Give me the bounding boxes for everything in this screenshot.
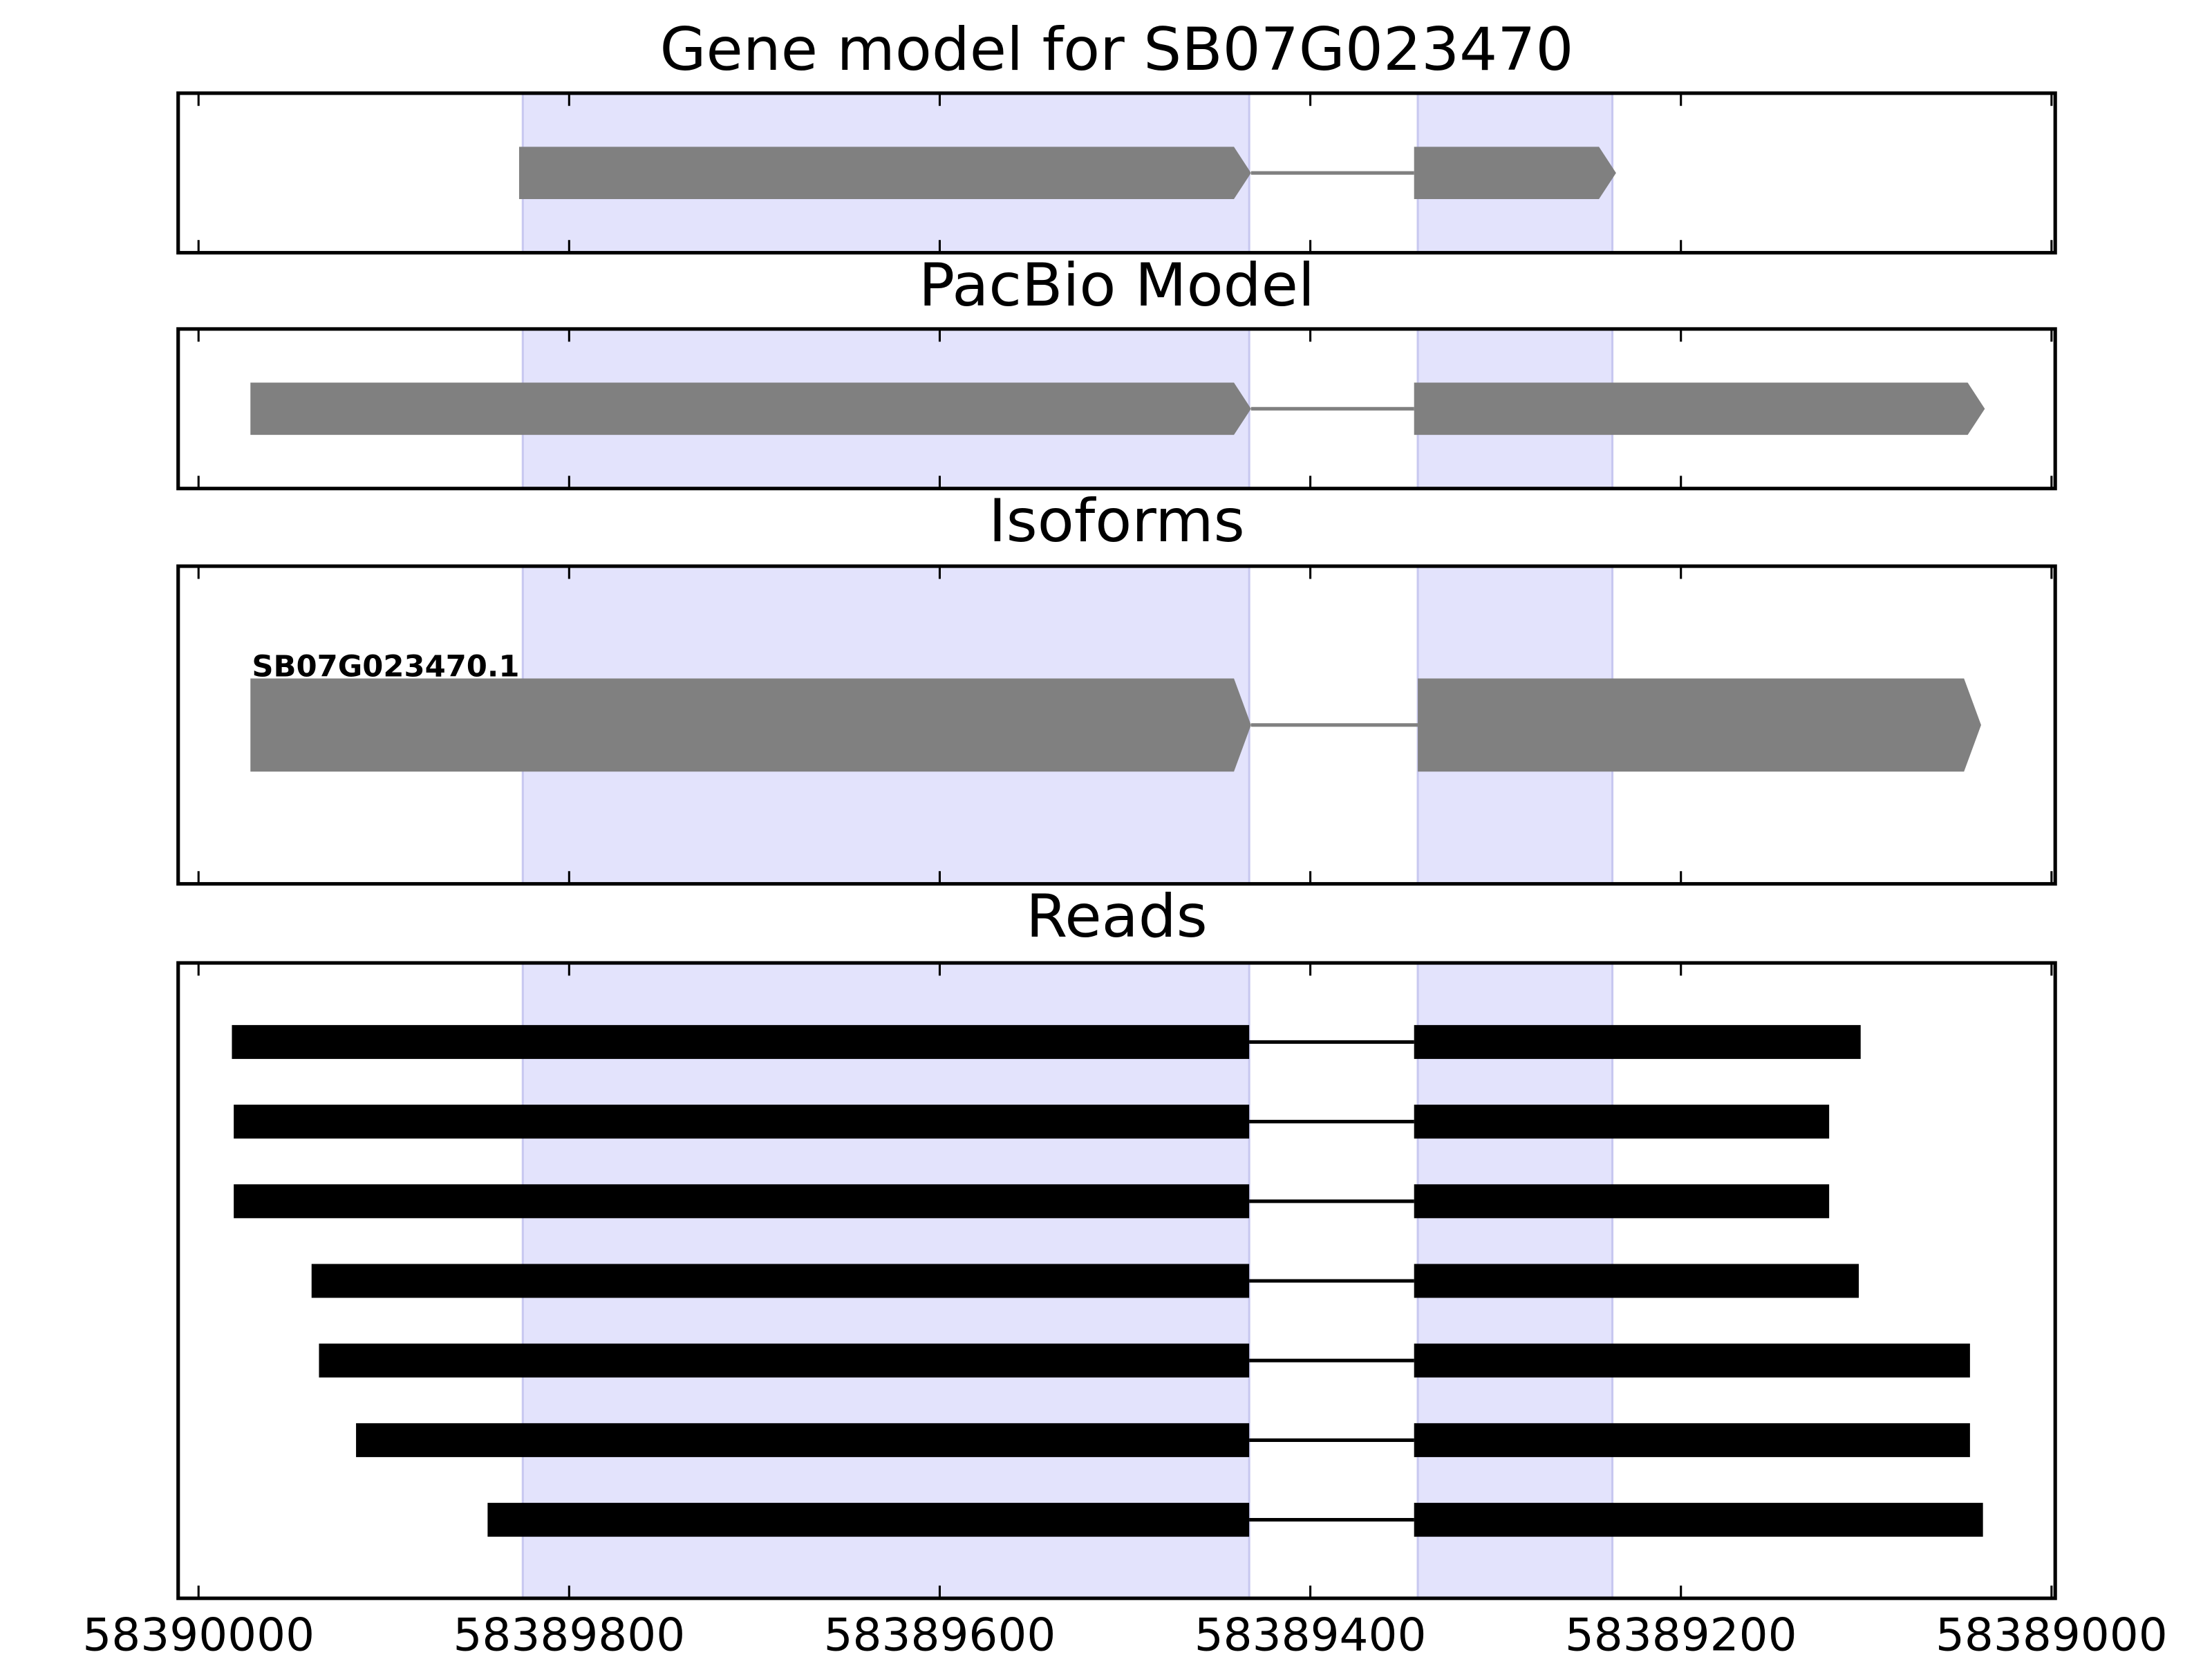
panel-frame <box>176 91 2057 255</box>
read-block <box>1414 1024 1861 1059</box>
x-tick-label: 58389600 <box>824 1609 1056 1659</box>
exon <box>1418 678 1981 772</box>
read-block <box>487 1503 1250 1537</box>
read-block <box>1414 1503 1983 1537</box>
read-block <box>319 1343 1250 1378</box>
panel-frame <box>176 564 2057 886</box>
read-block <box>232 1024 1250 1059</box>
exon <box>1414 147 1616 199</box>
x-tick-label: 58389000 <box>1936 1609 2168 1659</box>
panel-title: Isoforms <box>988 487 1245 556</box>
read-block <box>311 1264 1250 1298</box>
x-tick-label: 58389400 <box>1194 1609 1427 1659</box>
read-block <box>1414 1423 1970 1457</box>
read-block <box>1414 1105 1830 1139</box>
panel-frame <box>176 327 2057 491</box>
exon <box>1414 382 1985 435</box>
panel-frame <box>176 961 2057 1600</box>
exon <box>518 147 1251 199</box>
panel-title: PacBio Model <box>919 251 1315 320</box>
panel-title: Reads <box>1026 882 1208 951</box>
read-block <box>234 1105 1250 1139</box>
read-block <box>234 1184 1250 1219</box>
read-block <box>356 1423 1250 1457</box>
isoform-label: SB07G023470.1 <box>252 650 519 684</box>
read-block <box>1414 1184 1830 1219</box>
read-block <box>1414 1264 1859 1298</box>
x-tick-label: 58389800 <box>453 1609 685 1659</box>
read-block <box>1414 1343 1970 1378</box>
x-tick-label: 58390000 <box>82 1609 315 1659</box>
exon <box>250 382 1251 435</box>
x-tick-label: 58389200 <box>1565 1609 1797 1659</box>
exon <box>250 678 1251 772</box>
panel-title: Gene model for SB07G023470 <box>659 15 1573 84</box>
